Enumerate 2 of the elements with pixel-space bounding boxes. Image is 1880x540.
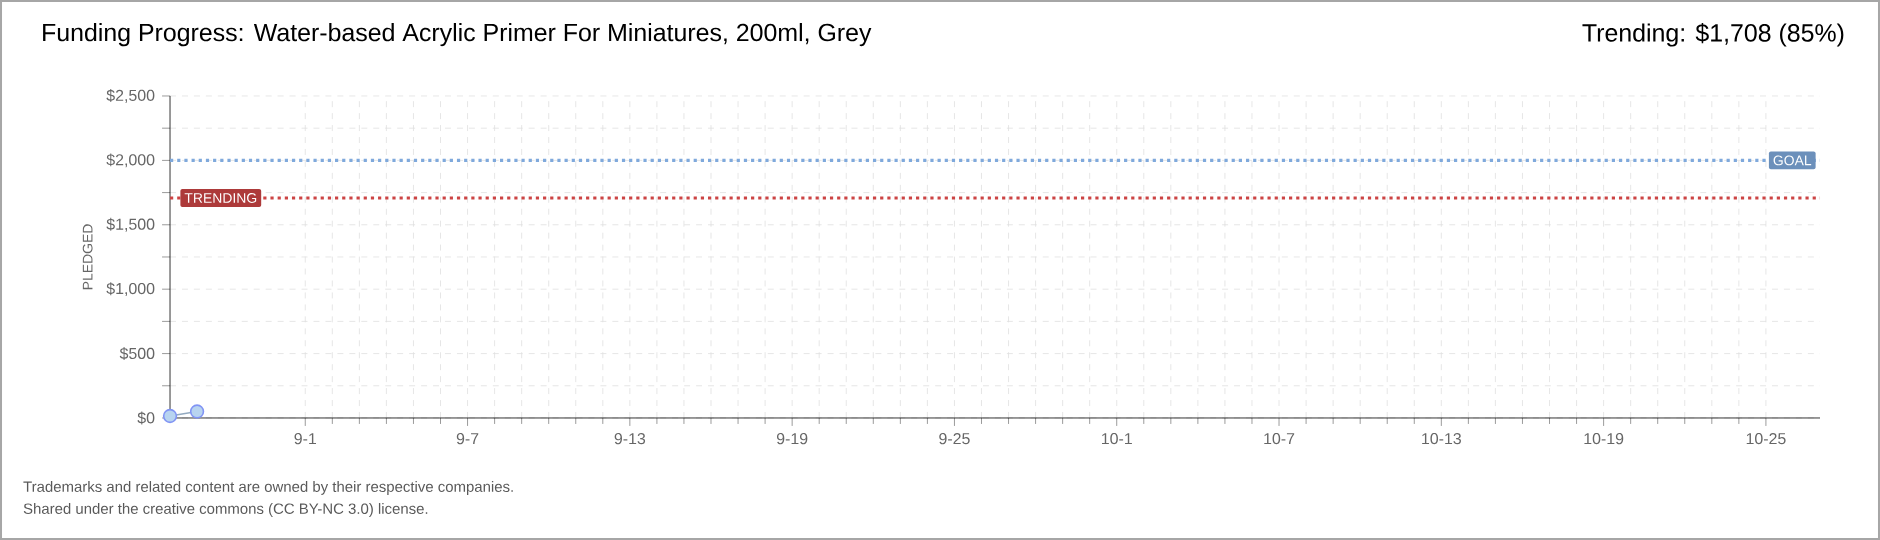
chart-title: Funding Progress: Water-based Acrylic Primer For Miniatures, 200ml, Grey [43,23,872,47]
chart-subtitle: Trending: $1,708 (85%) [1582,23,1844,47]
